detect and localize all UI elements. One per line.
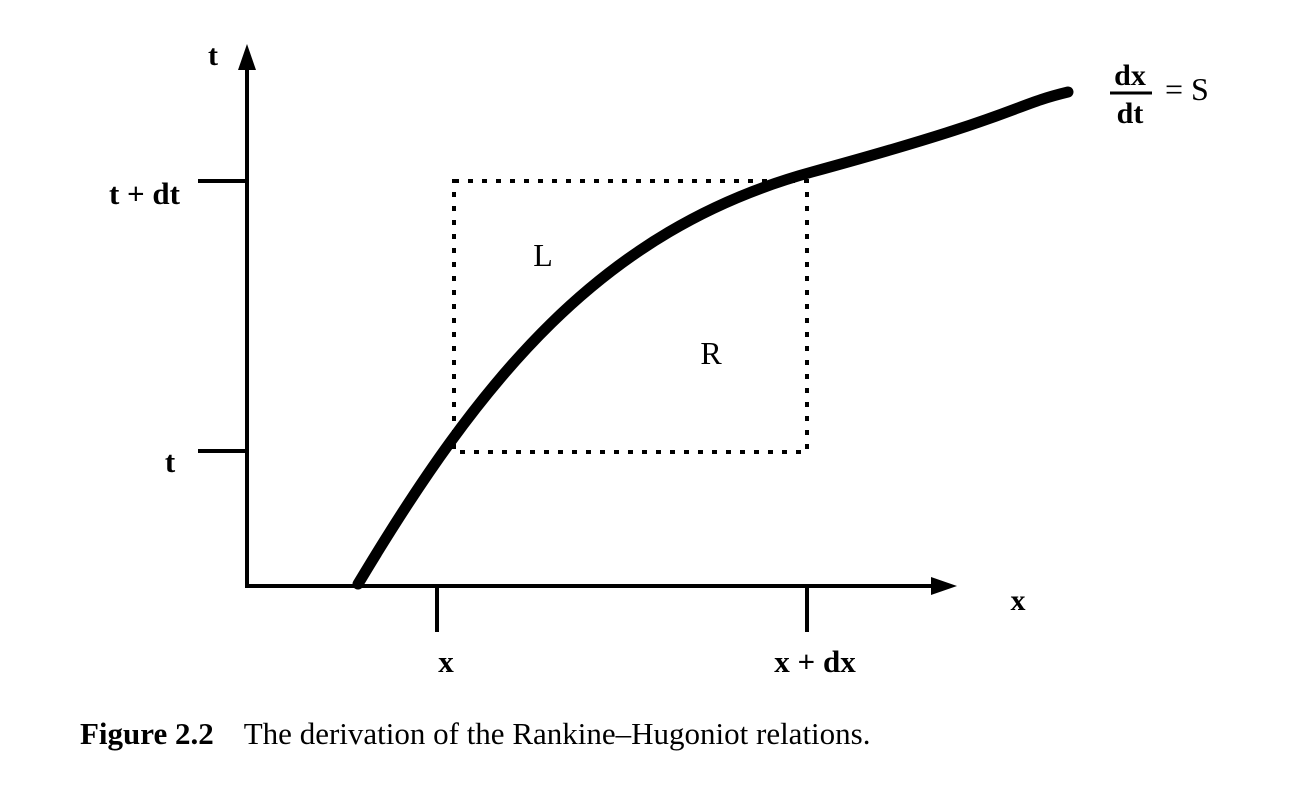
slope-equals-s: = S [1165,71,1209,107]
slope-numerator: dx [1114,59,1146,92]
figure-caption: Figure 2.2 The derivation of the Rankine–… [80,716,871,752]
figure-caption-text: The derivation of the Rankine–Hugoniot r… [243,716,871,751]
x-axis-label: x [1011,584,1026,617]
t-axis-label: t [208,39,218,72]
x-plus-dx-label: x + dx [774,644,856,679]
figure-number: Figure 2.2 [80,716,214,751]
shock-curve [352,86,1074,590]
x-tick-label: x [438,644,454,679]
control-volume-box [452,179,809,454]
t-tick-label: t [165,444,176,479]
x-axis-arrowhead [931,577,957,595]
region-right-label: R [700,335,722,371]
t-axis-arrowhead [238,44,256,70]
region-left-label: L [533,237,553,273]
t-plus-dt-label: t + dt [109,176,181,211]
slope-denominator: dt [1117,97,1144,130]
